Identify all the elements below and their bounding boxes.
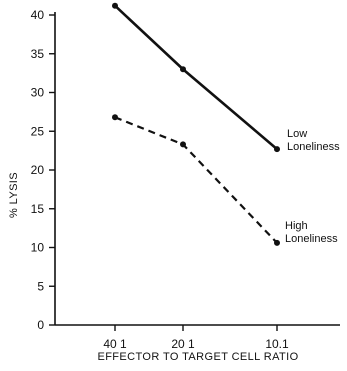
- series-label-line: Loneliness: [285, 233, 338, 245]
- series-label-line: Low: [287, 128, 307, 140]
- y-tick-label: 35: [31, 47, 45, 61]
- x-tick-label: 10.1: [265, 337, 289, 351]
- y-tick-label: 25: [31, 124, 45, 138]
- series-label-line: High: [285, 220, 308, 232]
- data-point: [112, 114, 118, 121]
- y-tick-label: 15: [31, 202, 45, 216]
- x-axis-ticks: 40 1 20 1 10.1: [103, 325, 289, 351]
- y-axis-title: % LYSIS: [8, 172, 20, 218]
- x-tick-label: 20 1: [171, 337, 195, 351]
- data-point: [180, 141, 186, 148]
- x-axis-title: EFFECTOR TO TARGET CELL RATIO: [97, 351, 298, 363]
- data-point: [274, 239, 280, 246]
- data-point: [180, 66, 186, 73]
- y-tick-label: 0: [37, 318, 44, 332]
- data-point: [274, 146, 280, 153]
- y-tick-label: 40: [31, 8, 45, 22]
- x-tick-label: 40 1: [103, 337, 127, 351]
- y-tick-label: 10: [31, 241, 45, 255]
- series-label-line: Loneliness: [287, 141, 340, 153]
- y-axis-ticks: 0 5 10 15 20 25 30 35 40: [31, 8, 55, 332]
- y-tick-label: 30: [31, 86, 45, 100]
- y-tick-label: 20: [31, 163, 45, 177]
- axes: [54, 12, 340, 326]
- data-point: [112, 2, 118, 9]
- series-line-high-loneliness: [114, 116, 278, 244]
- series-lines: [112, 2, 280, 246]
- y-tick-label: 5: [37, 279, 44, 293]
